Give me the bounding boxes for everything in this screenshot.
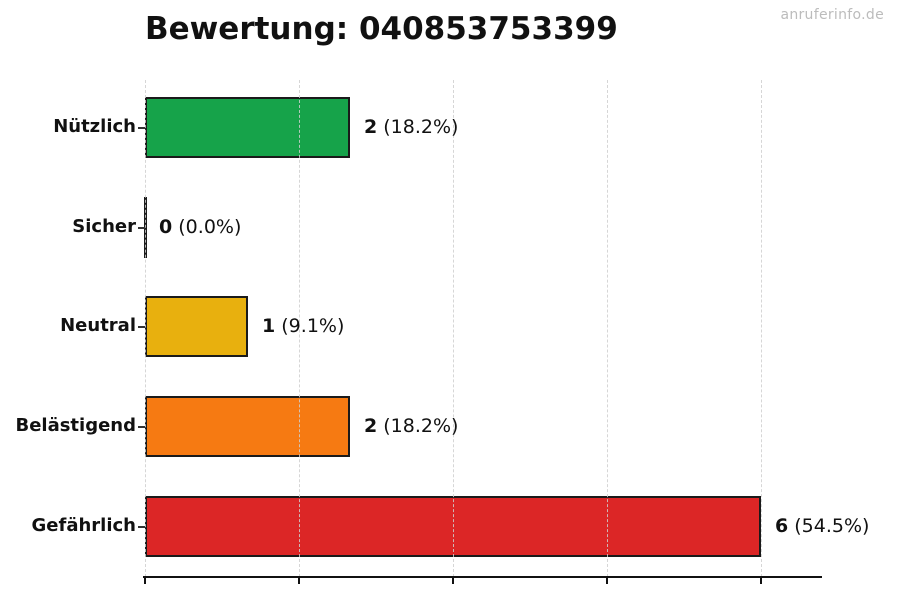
y-axis-tick [138,326,145,329]
gridline [453,80,454,577]
value-percentage: (9.1%) [275,315,345,338]
gridline [607,80,608,577]
x-axis-tick [144,578,146,584]
value-count: 6 [775,514,789,537]
bar [145,296,248,358]
category-label: Neutral [60,315,136,337]
y-axis-tick [138,525,145,528]
category-label: Sicher [72,215,136,237]
y-axis-tick [138,426,145,429]
value-percentage: (18.2%) [377,415,459,438]
y-axis-tick [138,127,145,129]
chart-title: Bewertung: 040853753399 [145,11,618,47]
value-label: 1 (9.1%) [262,315,344,337]
value-label: 2 (18.2%) [364,415,458,437]
value-count: 2 [364,415,378,438]
x-axis-line [143,576,822,578]
gridline [145,80,146,577]
category-label: Nützlich [53,116,136,137]
value-label: 2 (18.2%) [364,116,458,138]
bar [145,97,350,158]
value-label: 6 (54.5%) [775,515,869,537]
value-count: 0 [159,215,173,238]
category-label: Belästigend [15,415,136,437]
bar [145,396,350,458]
value-percentage: (18.2%) [377,116,459,138]
value-percentage: (0.0%) [172,215,242,238]
gridline [299,80,300,577]
value-count: 2 [364,116,378,138]
value-percentage: (54.5%) [788,514,870,537]
value-label: 0 (0.0%) [159,216,241,238]
x-axis-tick [452,578,454,584]
value-count: 1 [262,315,276,338]
x-axis-tick [606,578,608,584]
x-axis-tick [298,578,300,584]
y-axis-tick [138,226,145,229]
x-axis-tick [760,578,762,584]
category-label: Gefährlich [31,514,136,536]
watermark: anruferinfo.de [780,7,884,23]
gridline [761,80,762,577]
